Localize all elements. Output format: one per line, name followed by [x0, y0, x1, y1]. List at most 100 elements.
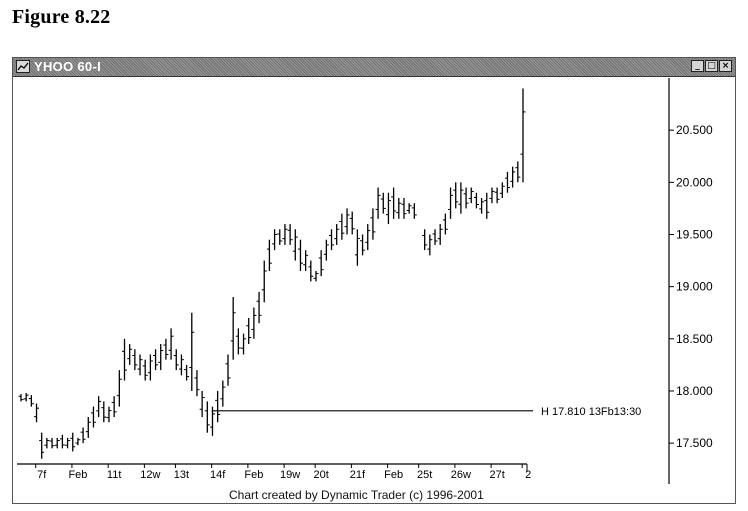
price-bar [163, 338, 169, 360]
price-bar [282, 224, 288, 245]
price-bar [246, 317, 252, 345]
x-tick-label: 20t [314, 469, 329, 481]
price-bar [241, 333, 247, 355]
price-bar [256, 291, 262, 324]
price-bar [230, 297, 236, 360]
price-bar [499, 182, 505, 198]
figure-title: Figure 8.22 [12, 6, 111, 28]
price-bar [401, 197, 407, 219]
price-bar [80, 427, 86, 444]
price-bar [297, 239, 303, 271]
price-bar [23, 393, 29, 402]
price-bar [127, 344, 133, 365]
price-bar [132, 349, 138, 371]
price-bar [65, 437, 71, 449]
price-bar [209, 406, 215, 436]
price-bar [448, 187, 454, 219]
chart-app-icon [16, 60, 30, 73]
price-bar [90, 406, 96, 428]
price-bar [479, 197, 485, 214]
y-tick-label: 17.500 [676, 436, 713, 450]
price-bar [189, 312, 195, 391]
price-bar [427, 234, 433, 256]
price-bar [106, 406, 112, 423]
x-tick-label: Feb [384, 469, 403, 481]
price-bar [380, 192, 386, 214]
price-bar [313, 271, 319, 282]
price-bar [303, 250, 309, 271]
price-bar [360, 234, 366, 256]
price-bar [173, 349, 179, 371]
price-bar [453, 182, 459, 209]
price-bar [406, 203, 412, 214]
price-bar [344, 208, 350, 235]
price-bar [484, 192, 490, 219]
price-bar [34, 403, 40, 423]
price-bar [158, 344, 164, 371]
price-bar [101, 401, 107, 423]
price-bar [44, 437, 50, 449]
high-level-label: H 17.810 13Fb13:30 [541, 406, 641, 418]
price-bar [334, 224, 340, 245]
price-bar [411, 203, 417, 219]
x-tick-label: 11t [107, 469, 121, 481]
x-tick-label: 14f [210, 469, 226, 481]
y-tick-label: 18.000 [676, 384, 713, 398]
price-bar [54, 437, 60, 449]
price-bar [70, 432, 76, 452]
price-bar [49, 437, 55, 449]
x-tick-label: 13t [174, 469, 189, 481]
x-tick-label: 21f [350, 469, 366, 481]
maximize-button[interactable]: □ [705, 60, 718, 72]
price-bar [220, 380, 226, 407]
price-bar [510, 166, 516, 188]
price-bar [396, 197, 402, 219]
chart-footer: Chart created by Dynamic Trader (c) 1996… [229, 488, 484, 502]
price-bar [142, 359, 148, 381]
price-bar [370, 208, 376, 240]
price-bar [520, 88, 526, 183]
window-titlebar[interactable]: YHOO 60-I _ □ × [13, 58, 735, 77]
price-bar [122, 338, 128, 381]
price-bar [463, 187, 469, 209]
price-bar [391, 187, 397, 219]
price-bar [432, 229, 438, 245]
price-bar [339, 213, 345, 240]
price-bar [147, 354, 153, 381]
price-bar [354, 229, 360, 266]
price-bar [287, 224, 293, 245]
y-tick-label: 20.500 [676, 123, 713, 137]
price-bar [178, 354, 184, 376]
price-bar [504, 171, 510, 193]
price-bar [137, 354, 143, 376]
price-bar [515, 161, 521, 183]
price-bar [318, 250, 324, 277]
x-tick-label: 27t [489, 469, 504, 481]
price-bar [39, 432, 45, 459]
x-tick-label: Feb [68, 469, 87, 481]
price-bar [111, 396, 117, 418]
price-bar [225, 354, 231, 386]
price-bar [251, 307, 257, 339]
price-bar [437, 224, 443, 245]
price-chart: 20.500 20.000 19.500 19.000 18.500 18.000 17.5… [17, 78, 713, 484]
price-bar [75, 437, 81, 446]
price-bar [116, 370, 122, 407]
price-bar [59, 434, 65, 449]
close-button[interactable]: × [719, 60, 732, 72]
x-tick-label: 25t [417, 469, 432, 481]
minimize-button[interactable]: _ [691, 60, 704, 72]
y-tick-label: 19.000 [676, 280, 713, 294]
price-bar [277, 229, 283, 245]
x-tick-label: 19w [280, 469, 300, 481]
price-bar [18, 394, 24, 402]
price-bar [215, 390, 221, 423]
price-bar [204, 401, 210, 433]
price-bar [153, 349, 159, 371]
price-bar [261, 260, 267, 303]
price-bar [329, 229, 335, 251]
price-bar [365, 224, 371, 251]
price-bar [272, 229, 278, 251]
price-bar [292, 229, 298, 261]
price-bar [349, 211, 355, 235]
